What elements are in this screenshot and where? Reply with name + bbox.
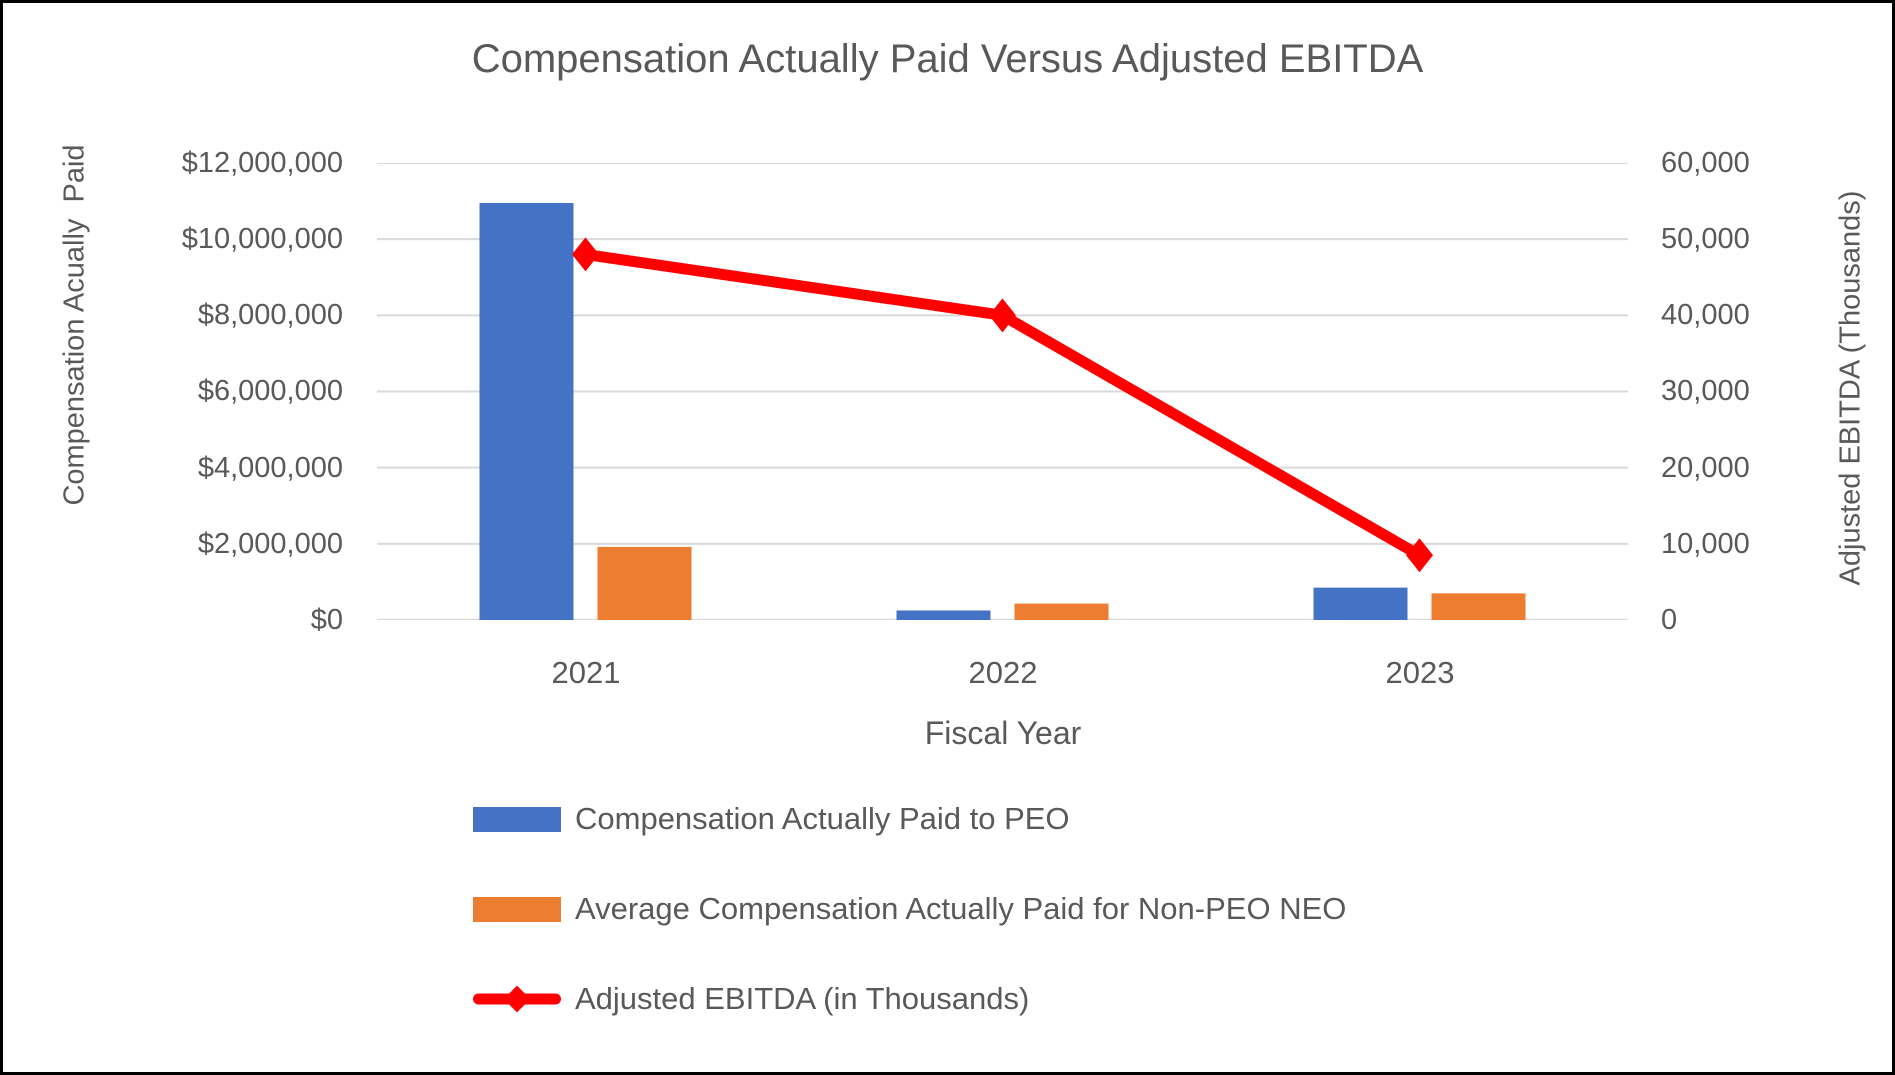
- legend-swatch-blue-bar: [473, 806, 561, 832]
- legend-swatch-orange-bar: [473, 896, 561, 922]
- x-axis-title: Fiscal Year: [924, 715, 1082, 751]
- left-tick-4m: $4,000,000: [197, 452, 343, 484]
- legend-label-ebitda: Adjusted EBITDA (in Thousands): [575, 981, 1030, 1016]
- xtick-2021: 2021: [551, 655, 621, 690]
- chart-title: Compensation Actually Paid Versus Adjust…: [471, 37, 1424, 81]
- legend-label-peo: Compensation Actually Paid to PEO: [575, 801, 1070, 836]
- legend-diamond-marker-icon: [503, 985, 531, 1013]
- left-tick-2m: $2,000,000: [197, 528, 343, 560]
- plot-svg: [377, 162, 1628, 622]
- legend-label-non-peo-neo: Average Compensation Actually Paid for N…: [575, 891, 1347, 926]
- right-tick-10k: 10,000: [1661, 528, 1750, 560]
- xtick-2023: 2023: [1385, 655, 1455, 690]
- right-tick-50k: 50,000: [1661, 223, 1750, 255]
- bar-peo-2023: [1313, 587, 1408, 620]
- left-tick-8m: $8,000,000: [197, 299, 343, 331]
- bar-peo-2021: [479, 202, 574, 621]
- xtick-2022: 2022: [968, 655, 1038, 690]
- plot-area: [377, 162, 1628, 622]
- legend-swatch-red-line: [473, 981, 561, 1017]
- right-tick-20k: 20,000: [1661, 452, 1750, 484]
- legend: Compensation Actually Paid to PEO Averag…: [473, 801, 1346, 1017]
- right-tick-30k: 30,000: [1661, 375, 1750, 407]
- left-tick-10m: $10,000,000: [181, 223, 343, 255]
- bar-non-peo-neo-2021: [597, 546, 692, 620]
- bar-non-peo-neo-2022: [1014, 603, 1109, 620]
- legend-item-ebitda: Adjusted EBITDA (in Thousands): [473, 981, 1346, 1017]
- left-tick-6m: $6,000,000: [197, 375, 343, 407]
- diamond-marker-2022: [989, 298, 1016, 333]
- legend-item-peo: Compensation Actually Paid to PEO: [473, 801, 1346, 837]
- bar-peo-2022: [896, 610, 991, 620]
- legend-item-non-peo-neo: Average Compensation Actually Paid for N…: [473, 891, 1346, 927]
- right-tick-0: 0: [1661, 604, 1678, 636]
- left-axis-title: Compensation Acually Paid: [58, 144, 91, 506]
- bar-non-peo-neo-2023: [1431, 593, 1526, 620]
- left-tick-0: $0: [310, 604, 343, 636]
- left-tick-12m: $12,000,000: [181, 147, 343, 179]
- diamond-marker-2021: [572, 237, 599, 272]
- right-tick-60k: 60,000: [1661, 147, 1750, 179]
- diamond-marker-2023: [1406, 538, 1433, 573]
- right-tick-40k: 40,000: [1661, 299, 1750, 331]
